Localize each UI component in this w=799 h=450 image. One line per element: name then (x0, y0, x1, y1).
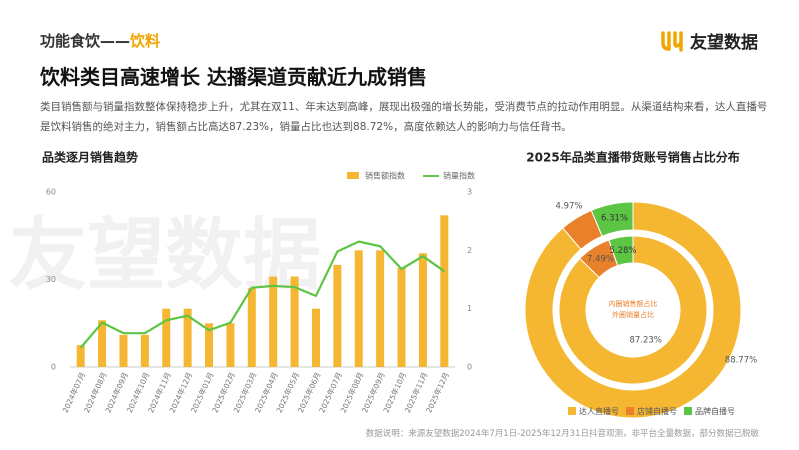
bar (354, 250, 363, 367)
chart-title: 品类逐月销售趋势 (42, 150, 138, 165)
donut-slice (590, 201, 634, 237)
bar (290, 276, 299, 367)
data-label: 6.31% (601, 213, 628, 223)
data-label: 87.23% (629, 335, 661, 345)
bar (76, 345, 85, 367)
footnote: 数据说明：来源友望数据2024年7月1日-2025年12月31日抖音观测，非平台… (365, 429, 759, 439)
slide-title: 饮料类目高速增长 达播渠道贡献近九成销售 (40, 65, 427, 89)
bar (183, 308, 192, 367)
logo: 友望数据 (660, 28, 758, 53)
y-tick-label: 60 (46, 188, 56, 197)
bar (98, 320, 107, 367)
line (79, 240, 445, 349)
legend-swatch (347, 172, 359, 179)
donut-slice (524, 201, 742, 419)
y2-tick-label: 2 (467, 246, 472, 255)
bar (440, 215, 449, 367)
center-label: 外圈销量占比 (612, 310, 654, 319)
bar (269, 276, 278, 367)
bar (226, 323, 235, 367)
logo-text: 友望数据 (690, 33, 758, 53)
data-label: 7.49% (587, 254, 614, 264)
bar (162, 308, 171, 367)
data-label: 88.77% (725, 356, 757, 366)
bar (119, 334, 128, 367)
bar (418, 253, 427, 367)
bar (397, 267, 406, 367)
logo-icon (661, 30, 683, 52)
y2-tick-label: 1 (467, 304, 472, 313)
donut-slice (558, 235, 708, 385)
y2-tick-label: 0 (467, 363, 472, 372)
data-label: 4.97% (555, 202, 582, 212)
y-tick-label: 30 (46, 275, 56, 284)
y2-tick-label: 3 (467, 188, 472, 197)
legend-label: 达人直播号 (579, 406, 619, 416)
legend-swatch (568, 407, 576, 415)
bar (247, 288, 256, 367)
legend-label: 销量指数 (443, 171, 475, 181)
legend-swatch (626, 407, 634, 415)
donut-slice (608, 235, 634, 267)
chart-title: 2025年品类直播带货账号销售占比分布 (526, 150, 739, 165)
bar (311, 308, 320, 367)
data-label: 5.28% (610, 246, 637, 256)
summary: 类目销售额与销量指数整体保持稳步上升，尤其在双11、年末达到高峰，展现出极强的增… (40, 101, 768, 133)
y-tick-label: 0 (51, 363, 56, 372)
legend-swatch (684, 407, 692, 415)
bar (376, 250, 385, 367)
legend-label: 品牌自播号 (695, 406, 735, 416)
bar (333, 264, 342, 367)
legend-label: 店铺自播号 (637, 406, 677, 416)
bar (140, 334, 149, 367)
section-highlight: 饮料 (130, 32, 161, 50)
section-name: 功能食饮—— (40, 32, 131, 50)
center-label: 内圈销售额占比 (609, 299, 658, 308)
section-header: 功能食饮——饮料 (40, 30, 160, 51)
bar (205, 323, 214, 367)
legend-label: 销售额指数 (365, 171, 405, 181)
